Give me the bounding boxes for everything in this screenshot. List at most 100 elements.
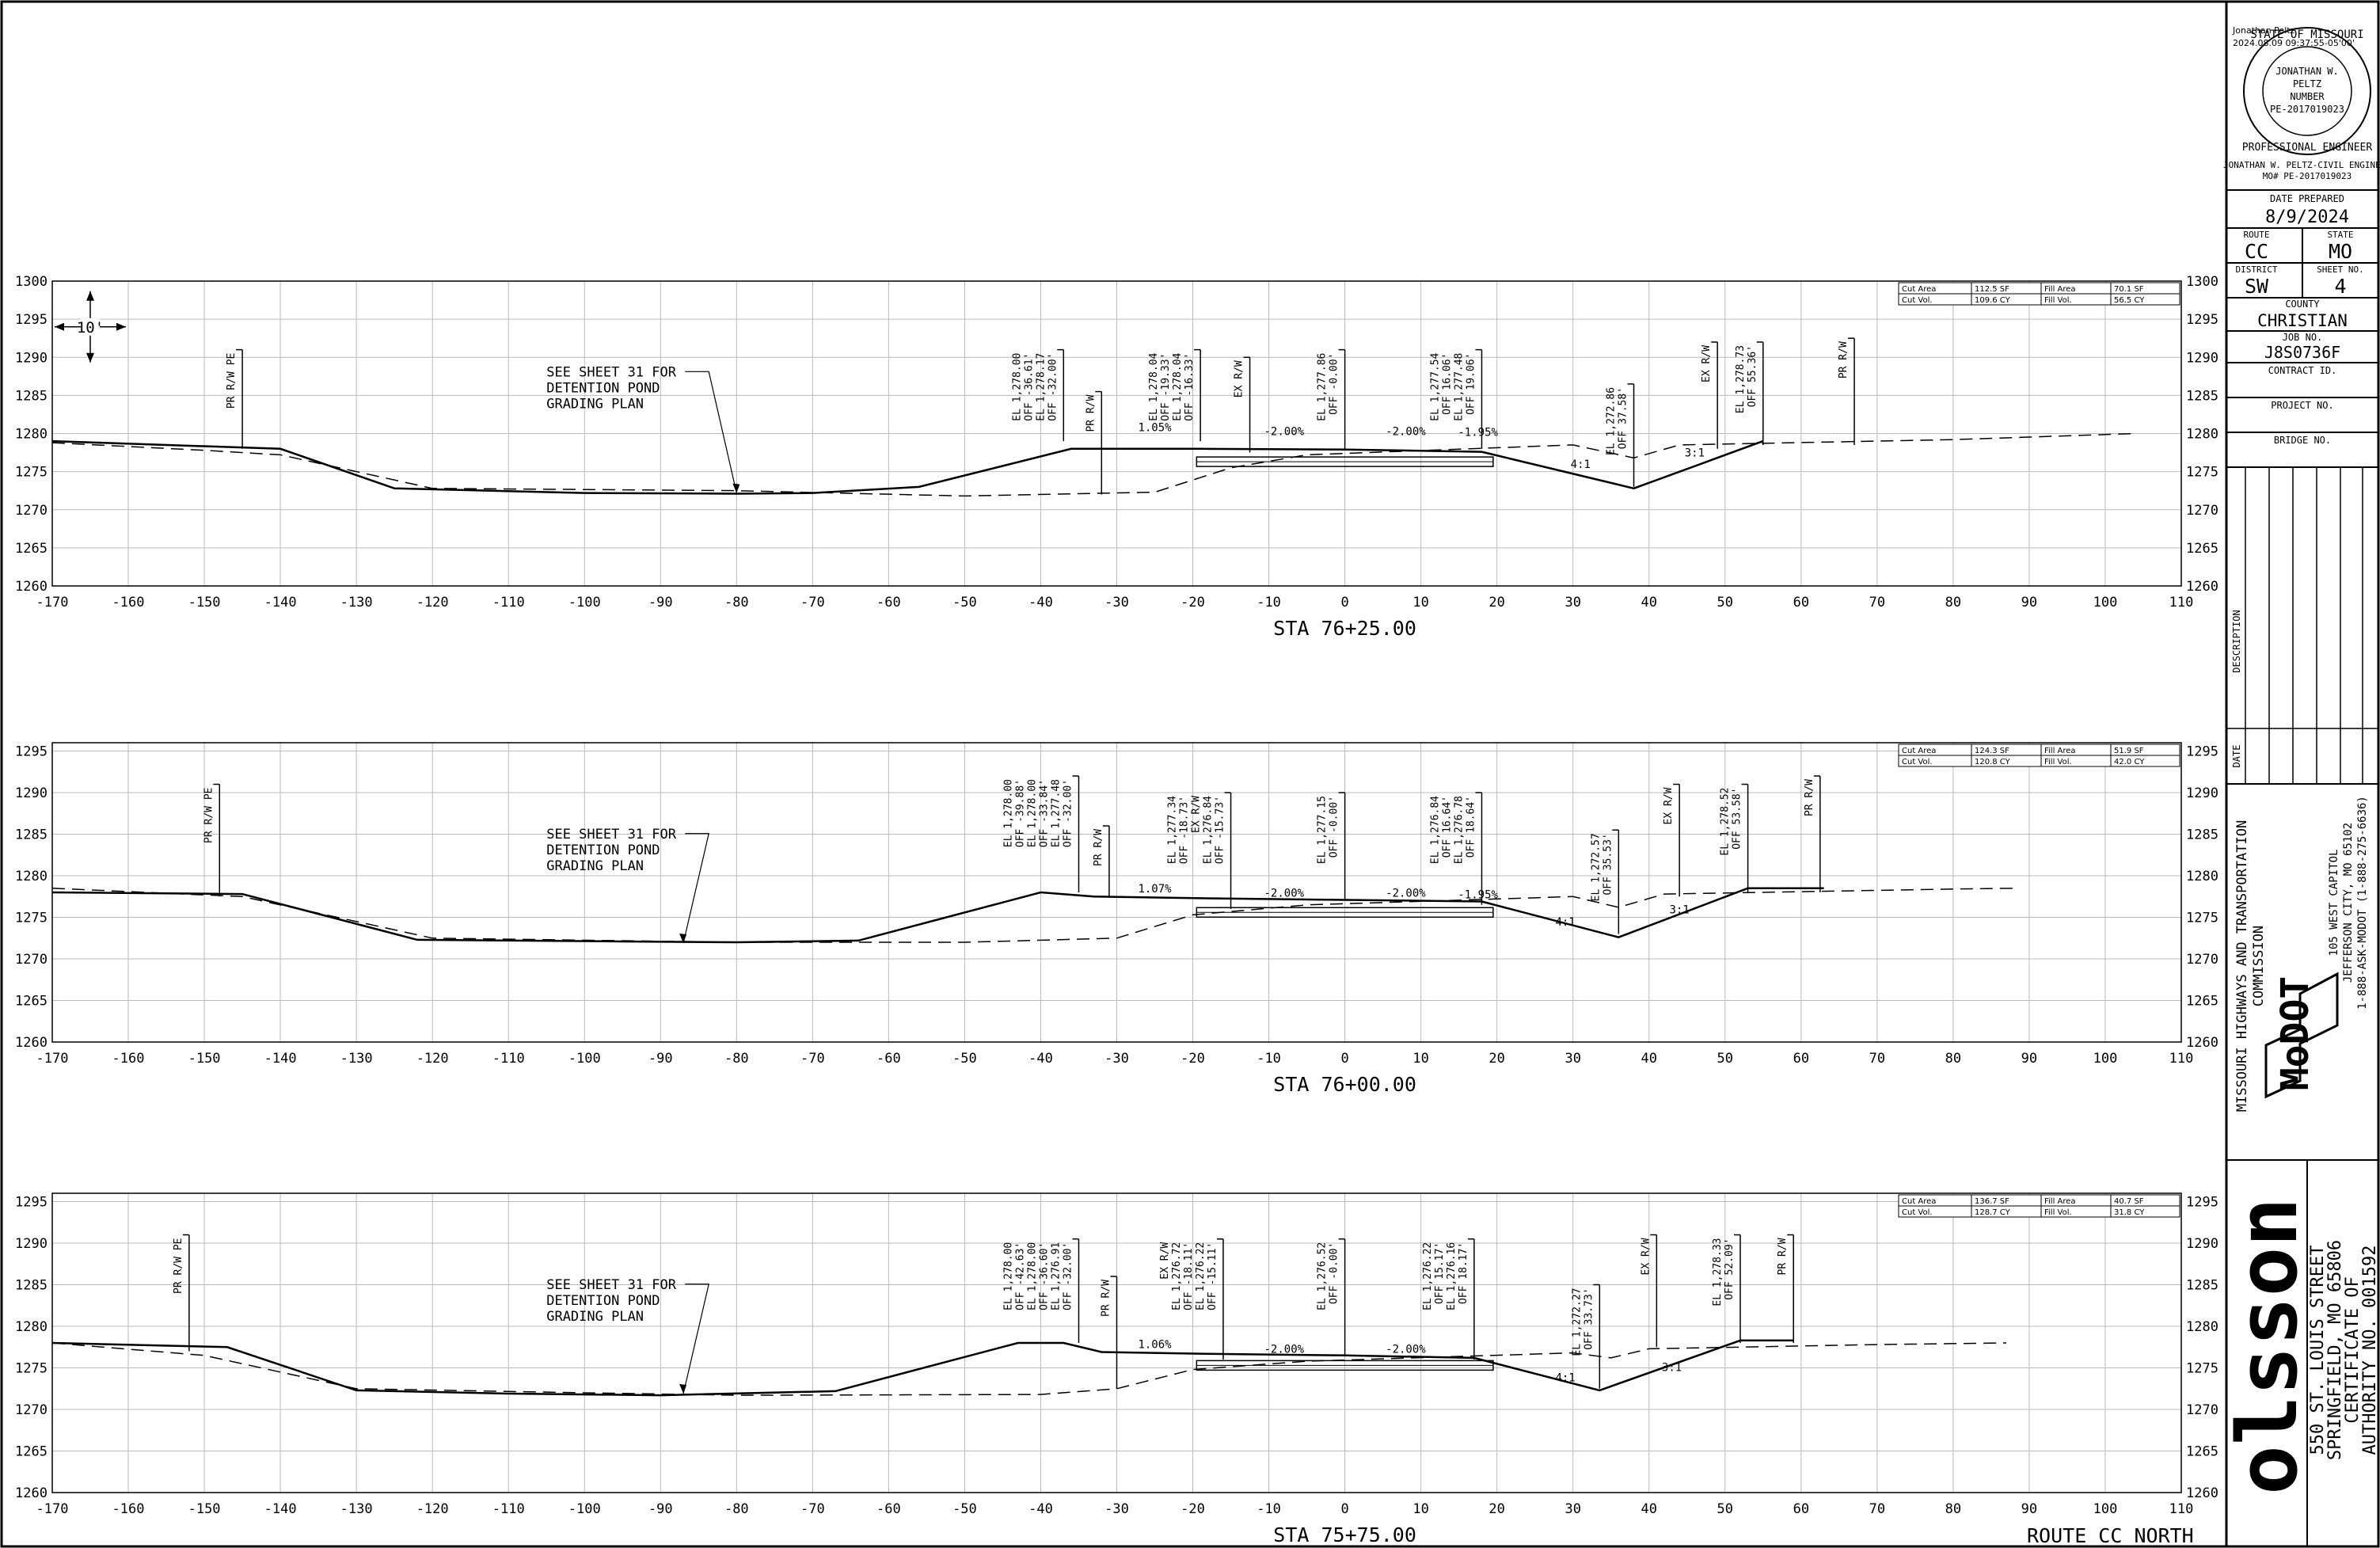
callout-text: OFF 37.58' <box>1618 387 1629 449</box>
offset-tick-label: 80 <box>1945 1501 1961 1517</box>
date-prepared: 8/9/2024 <box>2265 207 2349 227</box>
modot-phone: 1-888-ASK-MODOT (1-888-275-6636) <box>2356 796 2369 1010</box>
callout-text: OFF -15.11' <box>1207 1242 1219 1310</box>
callout-text: EX R/W <box>1663 787 1675 824</box>
cut-fill-table-cell: Fill Vol. <box>2044 296 2072 305</box>
elevation-tick-label-right: 1280 <box>2186 427 2218 443</box>
seal-name-first: JONATHAN W. <box>2275 66 2338 77</box>
district-field-label: DISTRICT <box>2236 264 2278 275</box>
detention-pond-note: GRADING PLAN <box>546 858 644 874</box>
elevation-tick-label-right: 1295 <box>2186 744 2218 760</box>
offset-tick-label: -10 <box>1257 1051 1281 1067</box>
offset-tick-label: 50 <box>1717 1501 1733 1517</box>
callout-text: OFF -0.00' <box>1329 1242 1340 1304</box>
detention-pond-note: DETENTION POND <box>546 1293 660 1309</box>
detention-pond-note: GRADING PLAN <box>546 1309 644 1325</box>
callout-text: EL 1,277.54 <box>1429 352 1441 420</box>
callout-text: OFF 19.06' <box>1465 353 1477 415</box>
cut-fill-table-cell: Fill Area <box>2044 1197 2076 1206</box>
callout-text: EX R/W <box>1701 345 1713 382</box>
elevation-tick-label-right: 1285 <box>2186 1278 2218 1294</box>
state-field-label: STATE <box>2327 230 2353 240</box>
cut-fill-table-cell: Cut Vol. <box>1902 296 1933 305</box>
pavement-section <box>1196 1360 1494 1371</box>
proposed-grade-line <box>51 1339 1794 1397</box>
cut-fill-table-cell: 51.9 SF <box>2114 747 2144 755</box>
elevation-tick-label-left: 1270 <box>15 952 48 968</box>
callout-text: EL 1,277.15 <box>1317 796 1329 864</box>
proposed-grade-line <box>51 887 1824 944</box>
elevation-tick-label-right: 1290 <box>2186 1236 2218 1252</box>
offset-tick-label: 10 <box>1412 595 1428 610</box>
offset-tick-label: 40 <box>1641 1501 1657 1517</box>
offset-tick-label: -120 <box>416 1501 449 1517</box>
detention-pond-note: GRADING PLAN <box>546 396 644 412</box>
callout-text: EL 1,276.22 <box>1422 1242 1434 1310</box>
elevation-tick-label-left: 1260 <box>15 1035 48 1051</box>
elevation-tick-label-right: 1270 <box>2186 1402 2218 1418</box>
offset-tick-label: -40 <box>1028 1051 1053 1067</box>
sheet-number: 4 <box>2334 275 2346 298</box>
elevation-tick-label-right: 1260 <box>2186 1035 2218 1051</box>
callout-text: OFF 15.17' <box>1434 1242 1446 1304</box>
offset-tick-label: -80 <box>724 595 749 610</box>
offset-tick-label: -30 <box>1104 595 1129 610</box>
offset-tick-label: 70 <box>1869 1501 1885 1517</box>
engineer-seal: STATE OF MISSOURI PROFESSIONAL ENGINEER … <box>2242 27 2372 155</box>
offset-tick-label: 30 <box>1564 1501 1580 1517</box>
slope-label: 1.07% <box>1138 883 1172 896</box>
elevation-tick-label-left: 1300 <box>15 274 48 290</box>
offset-tick-label: -140 <box>264 1051 297 1067</box>
offset-tick-label: 30 <box>1564 595 1580 610</box>
elevation-tick-label-left: 1290 <box>15 785 48 801</box>
detention-pond-note: SEE SHEET 31 FOR <box>546 1277 677 1293</box>
callout-text: OFF -15.73' <box>1215 796 1226 864</box>
offset-tick-label: 60 <box>1793 1501 1809 1517</box>
callout-text: OFF -32.00' <box>1062 779 1074 847</box>
elevation-tick-label-left: 1285 <box>15 827 48 843</box>
elevation-tick-label-left: 1260 <box>15 579 48 595</box>
callout-text: EL 1,276.72 <box>1171 1242 1183 1310</box>
grid-frame <box>51 280 2182 587</box>
offset-tick-label: -150 <box>188 595 221 610</box>
callout-text: EX R/W <box>1159 1242 1171 1280</box>
elevation-tick-label-left: 1265 <box>15 994 48 1010</box>
offset-tick-label: -40 <box>1028 595 1053 610</box>
offset-tick-label: 80 <box>1945 1051 1961 1067</box>
callout-text: EL 1,278.04 <box>1148 352 1160 420</box>
seal-number-label: NUMBER <box>2290 91 2325 102</box>
elevation-tick-label-left: 1275 <box>15 911 48 926</box>
offset-tick-label: -90 <box>648 1501 673 1517</box>
callout-text: EL 1,276.84 <box>1429 796 1441 864</box>
district-field: SW <box>2245 275 2269 298</box>
callout-text: PR R/W <box>1101 1280 1112 1317</box>
scale-arrow-up <box>86 291 94 301</box>
callout-text: EL 1,276.78 <box>1453 796 1465 864</box>
offset-tick-label: -170 <box>36 595 69 610</box>
offset-tick-label: -150 <box>188 1051 221 1067</box>
elevation-tick-label-left: 1280 <box>15 1319 48 1335</box>
modot-address-street: 105 WEST CAPITOL <box>2328 850 2340 957</box>
offset-tick-label: -60 <box>876 1051 901 1067</box>
cross-section-sta-76-25: 1260 1260 1265 1265 1270 1270 1275 1275 1280 1280… <box>15 274 2218 640</box>
offset-tick-label: 50 <box>1717 595 1733 610</box>
callout-text: OFF -16.33' <box>1184 353 1196 421</box>
scale-label-bg <box>81 318 100 336</box>
offset-tick-label: 50 <box>1717 1051 1733 1067</box>
callout-text: EL 1,272.57 <box>1590 833 1602 901</box>
elevation-tick-label-left: 1260 <box>15 1485 48 1501</box>
offset-tick-label: 60 <box>1793 1051 1809 1067</box>
callout-text: EL 1,278.00 <box>1002 1242 1014 1310</box>
offset-tick-label: -80 <box>724 1501 749 1517</box>
scale-arrow-right <box>116 322 126 331</box>
callout-text: OFF -19.33' <box>1160 353 1172 421</box>
slope-label: -2.00% <box>1264 887 1304 900</box>
elevation-tick-label-left: 1295 <box>15 312 48 328</box>
offset-tick-label: 70 <box>1869 1051 1885 1067</box>
seal-name-last: PELTZ <box>2293 78 2321 89</box>
offset-tick-label: 70 <box>1869 595 1885 610</box>
offset-tick-label: -130 <box>340 1501 373 1517</box>
callout-text: EL 1,272.27 <box>1571 1287 1583 1356</box>
proposed-grade-line <box>51 439 1764 495</box>
callout-text: OFF -0.00' <box>1329 796 1340 858</box>
